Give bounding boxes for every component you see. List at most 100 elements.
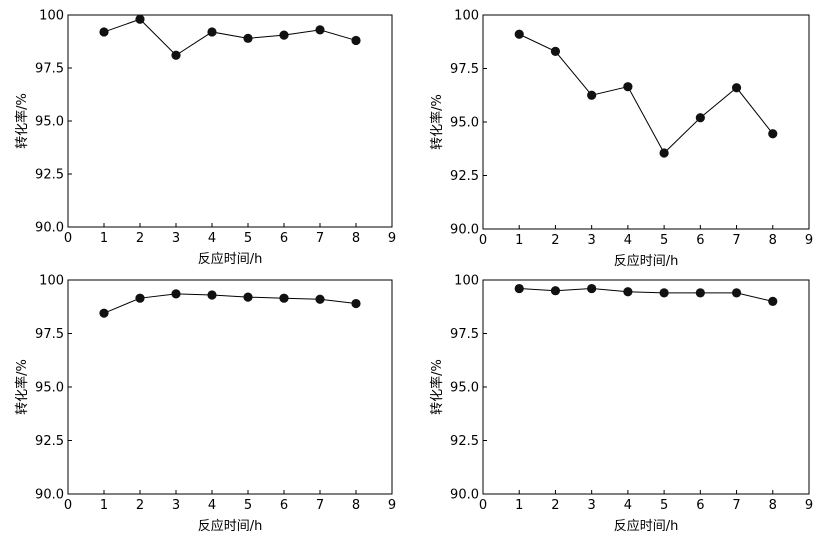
y-axis-title: 转化率/%: [14, 359, 30, 415]
y-tick-label: 95.0: [450, 116, 479, 131]
chart-panel-1: 0 1 2 3 4 5 6 7 8 9 90.0 92.5 95.0 97.5 100 反应时间/h 转化率/%: [14, 9, 396, 268]
chart-panel-2: 0 1 2 3 4 5 6 7 8 9 90.0 92.5 95.0 97.5 100 反应时间/h 转化率/%: [429, 9, 813, 270]
data-point: [315, 25, 325, 35]
y-tick-label: 95.0: [450, 381, 479, 396]
x-tick-label: 0: [479, 498, 487, 513]
y-tick-label: 90.0: [35, 488, 64, 503]
y-tick-label: 97.5: [450, 327, 479, 342]
y-tick-label: 100: [39, 9, 64, 24]
chart-panel-4: 0 1 2 3 4 5 6 7 8 9 90.0 92.5 95.0 97.5 100 反应时间/h 转化率/%: [429, 274, 813, 535]
x-tick-label: 6: [696, 498, 704, 513]
series-line: [103, 18, 357, 56]
x-axis-title: 反应时间/h: [614, 518, 679, 534]
y-tick-label: 90.0: [35, 221, 64, 236]
x-tick-label: 9: [805, 233, 813, 248]
x-tick-label: 4: [624, 233, 632, 248]
x-tick-label: 1: [515, 498, 523, 513]
x-tick-label: 8: [769, 498, 777, 513]
plot-frame: [67, 14, 393, 228]
x-tick-label: 7: [732, 233, 740, 248]
data-point: [623, 287, 633, 297]
y-tick-label: 92.5: [450, 434, 479, 449]
series-line: [103, 293, 357, 314]
y-tick-label: 90.0: [450, 488, 479, 503]
plot-frame: [67, 279, 393, 495]
y-tick-label: 97.5: [35, 327, 64, 342]
x-tick-label: 6: [696, 233, 704, 248]
data-point: [623, 82, 633, 92]
x-tick-label: 5: [244, 231, 252, 246]
data-point: [171, 50, 181, 60]
data-point: [279, 30, 289, 40]
data-point: [135, 14, 145, 24]
x-tick-label: 4: [624, 498, 632, 513]
y-axis-title: 转化率/%: [429, 94, 445, 150]
data-point: [659, 148, 669, 158]
y-tick-label: 90.0: [450, 223, 479, 238]
data-point: [731, 83, 742, 93]
x-tick-label: 9: [388, 231, 396, 246]
x-tick-label: 8: [769, 233, 777, 248]
data-point: [171, 289, 181, 299]
x-tick-label: 2: [136, 231, 144, 246]
x-tick-label: 6: [280, 498, 288, 513]
y-tick-label: 97.5: [450, 62, 479, 77]
y-tick-label: 100: [454, 9, 479, 24]
data-point: [514, 29, 524, 39]
data-point: [587, 90, 597, 100]
data-point: [279, 293, 289, 303]
x-tick-label: 0: [479, 233, 487, 248]
data-point: [731, 288, 742, 298]
x-tick-label: 9: [805, 498, 813, 513]
data-point: [135, 293, 145, 303]
x-tick-label: 3: [588, 233, 596, 248]
x-tick-label: 3: [588, 498, 596, 513]
data-point: [514, 283, 524, 294]
x-tick-label: 7: [316, 231, 324, 246]
x-tick-label: 2: [551, 233, 559, 248]
y-tick-label: 92.5: [35, 434, 64, 449]
data-point: [99, 308, 109, 318]
y-tick-label: 92.5: [35, 168, 64, 183]
data-point: [550, 46, 561, 56]
data-point: [207, 27, 217, 37]
x-tick-label: 1: [100, 231, 108, 246]
x-tick-label: 1: [515, 233, 523, 248]
data-point: [768, 296, 778, 306]
data-point: [99, 27, 109, 37]
plot-frame: [482, 14, 810, 230]
x-tick-label: 5: [660, 498, 668, 513]
x-axis-title: 反应时间/h: [198, 518, 263, 534]
y-tick-label: 97.5: [35, 62, 64, 77]
y-tick-label: 95.0: [35, 115, 64, 130]
x-tick-label: 8: [352, 498, 360, 513]
y-axis-title: 转化率/%: [14, 93, 30, 149]
x-tick-label: 7: [316, 498, 324, 513]
x-tick-label: 4: [208, 231, 216, 246]
x-axis-title: 反应时间/h: [614, 253, 679, 269]
y-tick-label: 100: [39, 274, 64, 289]
chart-panel-3: 0 1 2 3 4 5 6 7 8 9 90.0 92.5 95.0 97.5 100 反应时间/h 转化率/%: [14, 274, 396, 535]
series-line: [519, 288, 773, 302]
data-point: [768, 129, 778, 139]
x-tick-label: 5: [660, 233, 668, 248]
x-tick-label: 6: [280, 231, 288, 246]
x-tick-label: 4: [208, 498, 216, 513]
data-point: [659, 288, 669, 298]
x-tick-label: 3: [172, 231, 180, 246]
x-tick-label: 2: [136, 498, 144, 513]
y-axis-title: 转化率/%: [429, 359, 445, 415]
x-tick-label: 0: [64, 231, 72, 246]
x-tick-label: 9: [388, 498, 396, 513]
data-point: [351, 298, 361, 309]
data-point: [695, 288, 705, 298]
x-tick-label: 5: [244, 498, 252, 513]
y-tick-label: 95.0: [35, 381, 64, 396]
data-point: [587, 283, 597, 294]
data-point: [207, 290, 217, 300]
x-tick-label: 8: [352, 231, 360, 246]
x-axis-title: 反应时间/h: [198, 251, 263, 267]
y-tick-label: 92.5: [450, 169, 479, 184]
